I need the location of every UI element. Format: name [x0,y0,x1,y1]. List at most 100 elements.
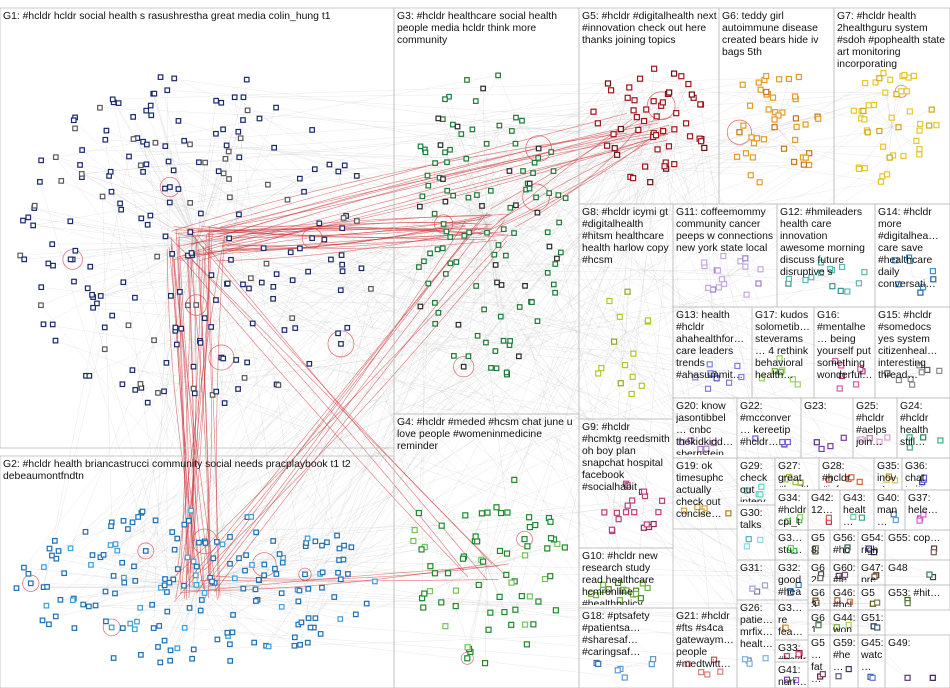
node-g4 [493,504,500,511]
node-g12 [844,288,851,295]
node-g2 [291,642,298,649]
node-g6 [746,102,754,109]
node-g2 [67,545,74,552]
node-g23 [840,434,847,441]
node-g1 [50,262,56,269]
node-g3 [535,145,542,152]
node-g2 [307,624,314,631]
node-g1 [115,100,122,106]
group-box-g13 [672,306,753,399]
node-g5 [642,163,649,170]
node-g9 [624,502,631,509]
node-g1 [339,225,346,232]
node-g1 [235,128,242,135]
node-g1 [38,284,45,291]
node-g8 [598,364,605,372]
node-g1 [147,102,154,109]
node-g7 [876,127,883,135]
node-g15 [908,381,916,388]
node-g37 [916,517,923,524]
node-g7 [850,107,857,114]
node-g2 [312,615,319,622]
node-g3 [416,264,422,270]
node-g19 [694,503,701,511]
node-g2 [139,508,146,515]
node-g2 [252,598,259,604]
node-g1 [311,166,318,173]
node-g1 [321,236,328,243]
node-g16 [857,366,864,373]
node-g1 [175,118,182,124]
node-g2 [25,570,32,577]
node-g6 [756,179,763,186]
node-g6 [769,94,777,101]
node-g1 [108,188,115,195]
nodes-layer [13,65,944,684]
node-g2 [255,576,262,583]
node-g2 [341,542,347,549]
node-g6 [748,134,755,141]
node-g3 [440,176,446,182]
node-g52 [819,671,826,678]
node-g1 [171,75,178,82]
node-g1 [344,324,351,331]
node-g3 [435,115,442,122]
node-g4 [462,512,469,519]
node-g10 [644,584,651,592]
group-box-g49 [884,634,950,688]
node-g9 [658,497,666,504]
node-g59 [835,673,842,680]
node-g20 [687,437,694,444]
node-g1 [67,218,74,225]
node-g1 [101,346,108,353]
node-g4 [442,623,449,630]
node-g3 [552,289,558,296]
node-g6 [792,115,799,122]
node-g4 [503,571,510,578]
node-g1 [148,112,155,119]
node-g8 [621,361,629,369]
node-g5 [630,107,637,114]
node-g12 [817,259,824,266]
node-g3 [419,193,426,200]
node-g53 [904,600,911,607]
node-g1 [40,321,47,328]
node-g1 [173,341,180,348]
node-g1 [246,285,252,292]
node-g7 [877,178,885,185]
node-g27 [782,476,789,483]
node-g7 [864,129,871,136]
node-g10 [616,597,624,604]
node-g2 [112,590,118,597]
node-g5 [604,80,612,87]
group-box-g41 [774,661,809,688]
node-g1 [226,176,232,182]
node-g2 [92,602,99,609]
node-g5 [643,106,650,113]
node-g2 [240,585,247,592]
node-g3 [425,182,432,189]
node-g51 [874,624,881,631]
node-g1 [21,256,28,263]
node-g12 [861,269,868,276]
node-g3 [520,168,526,174]
node-g12 [838,263,846,271]
node-g3 [533,194,539,201]
node-g19 [698,508,705,515]
node-g6 [772,109,779,116]
node-g1 [208,324,214,330]
node-g7 [900,152,907,160]
node-g5 [673,110,680,117]
node-g4 [525,514,533,521]
node-g2 [231,575,238,582]
node-g2 [174,535,181,542]
node-g1 [284,196,291,203]
node-g1 [52,154,59,161]
node-g1 [240,94,247,101]
node-g6 [780,145,788,152]
node-g3 [511,230,517,236]
node-g3 [534,209,541,216]
node-g10 [592,592,600,599]
node-g28 [856,478,863,485]
node-g1 [225,148,232,155]
